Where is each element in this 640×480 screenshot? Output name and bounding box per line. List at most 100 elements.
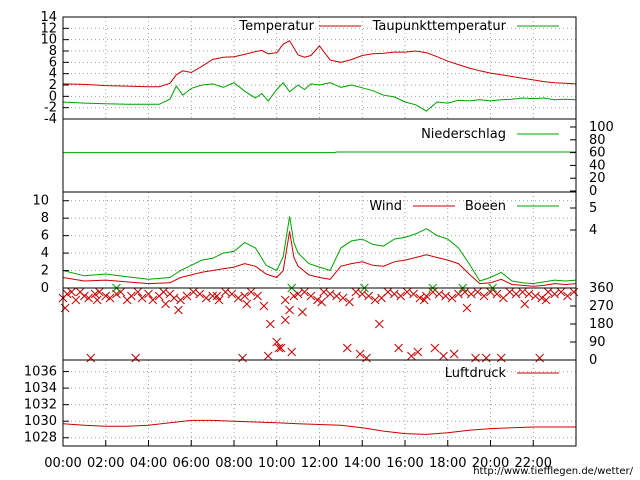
direction-ytick-label: 90 — [589, 335, 606, 350]
wind-direction-point — [520, 299, 530, 309]
direction-ytick-label: 360 — [589, 281, 614, 296]
wind-direction-point — [473, 287, 483, 297]
temperature-ytick-label: -4 — [44, 112, 57, 127]
wind-direction-point — [182, 291, 192, 301]
wind-direction-point — [227, 289, 237, 299]
wind-direction-point — [466, 289, 476, 299]
footer-url: http://www.tiefflegen.de/wetter/ — [473, 466, 633, 477]
wind-direction-point — [137, 293, 147, 303]
wind-direction-point — [569, 287, 579, 297]
wind-direction-point — [298, 307, 307, 317]
wind-direction-point — [407, 351, 416, 361]
wind-legend-label: Wind — [369, 199, 402, 214]
temperature-legend-label: Temperatur — [238, 19, 314, 34]
wind-direction-point — [338, 293, 348, 303]
wind-direction-point — [272, 337, 282, 347]
wind-direction-point — [364, 291, 374, 301]
pressure-panel-frame — [62, 359, 577, 447]
wind-direction-point — [285, 305, 294, 315]
pressure-ytick-label: 1034 — [24, 381, 57, 396]
wind-direction-point — [131, 353, 141, 363]
wind-direction-point — [342, 343, 352, 353]
wind-direction-point — [144, 289, 153, 299]
temperature-series-taupunkttemperatur-line — [62, 81, 577, 112]
wind-direction-point — [90, 289, 100, 299]
wind-direction-point — [535, 353, 545, 363]
wind-direction-point — [289, 291, 299, 301]
wind-direction-point — [492, 289, 502, 299]
wind-direction-point — [208, 291, 217, 301]
wind-direction-point — [105, 293, 115, 303]
wind-direction-point — [550, 289, 559, 299]
wind-direction-point — [265, 319, 275, 329]
direction-ytick-label: 270 — [589, 299, 614, 314]
wind-direction-point — [317, 297, 326, 307]
pressure-legend-label: Luftdruck — [445, 366, 507, 381]
pressure-ytick-label: 1028 — [24, 431, 57, 446]
wind-direction-point — [543, 287, 553, 297]
time-tick-label: 00:00 — [44, 456, 81, 471]
wind-direction-point — [518, 287, 527, 297]
pressure-ytick-label: 1032 — [24, 398, 57, 413]
wind-direction-point — [449, 349, 459, 359]
precipitation-legend-label: Niederschlag — [421, 127, 506, 142]
wind-ytick-label: 4 — [41, 246, 49, 261]
wind-direction-point — [355, 349, 365, 359]
temperature-ytick-label: -2 — [44, 101, 57, 116]
temperature-ytick-label: 0 — [49, 89, 57, 104]
wind-direction-point — [253, 291, 262, 301]
wind-direction-point — [413, 347, 423, 357]
temperature-ytick-label: 14 — [40, 10, 57, 25]
precipitation-ytick-label: 40 — [589, 158, 606, 173]
precipitation-ytick-label: 100 — [589, 120, 614, 135]
wind-direction-point — [94, 287, 104, 297]
time-tick-label: 06:00 — [173, 456, 210, 471]
wind-direction-point — [454, 289, 463, 299]
time-tick-label: 10:00 — [258, 456, 295, 471]
wind-direction-point — [479, 291, 489, 301]
wind-direction-point — [159, 287, 168, 297]
wind-direction-point — [221, 287, 230, 297]
wind-direction-point — [511, 289, 521, 299]
direction-ytick-label: 0 — [589, 353, 597, 368]
wind-direction-point — [409, 289, 418, 299]
wind-direction-point — [169, 293, 179, 303]
wind-series-boeen-line — [62, 216, 577, 285]
wind-direction-point — [92, 295, 102, 305]
temperature-ytick-label: 8 — [49, 44, 57, 59]
wind-direction-point — [319, 287, 329, 297]
wind-direction-point — [214, 295, 224, 305]
temperature-ytick-label: 2 — [49, 78, 57, 93]
wind-direction-point — [86, 353, 96, 363]
wind-direction-point — [486, 287, 495, 297]
wind-direction-point — [462, 303, 472, 313]
wind-direction-point — [439, 351, 448, 361]
wind-direction-point — [276, 343, 286, 353]
wind-direction-point — [419, 295, 429, 305]
time-tick-label: 14:00 — [344, 456, 381, 471]
wind-legend-label: Boeen — [465, 199, 506, 214]
wind-direction-point — [430, 343, 440, 353]
time-tick-label: 08:00 — [215, 456, 252, 471]
wind-direction-point — [246, 287, 256, 297]
wind-direction-point — [263, 351, 273, 361]
precipitation-ytick-label: 60 — [589, 146, 606, 161]
wind-direction-point — [370, 295, 380, 305]
wind-direction-point — [300, 287, 309, 297]
precipitation-ytick-label: 80 — [589, 133, 606, 148]
wind-direction-point — [396, 291, 406, 301]
time-tick-label: 12:00 — [301, 456, 338, 471]
wind-direction-point — [531, 291, 540, 301]
wind-ytick-label: 10 — [32, 194, 49, 209]
time-tick-label: 22:00 — [515, 456, 552, 471]
wind-direction-point — [84, 293, 94, 303]
wind-direction-point — [195, 289, 205, 299]
wind-direction-point — [351, 287, 361, 297]
wind-direction-point — [189, 287, 198, 297]
time-tick-label: 04:00 — [130, 456, 167, 471]
wind-direction-point — [428, 287, 438, 297]
wind-direction-point — [274, 343, 284, 353]
precipitation-ytick-label: 0 — [589, 184, 597, 199]
temperature-ytick-label: 12 — [40, 21, 57, 36]
wind-direction-point — [325, 289, 335, 299]
